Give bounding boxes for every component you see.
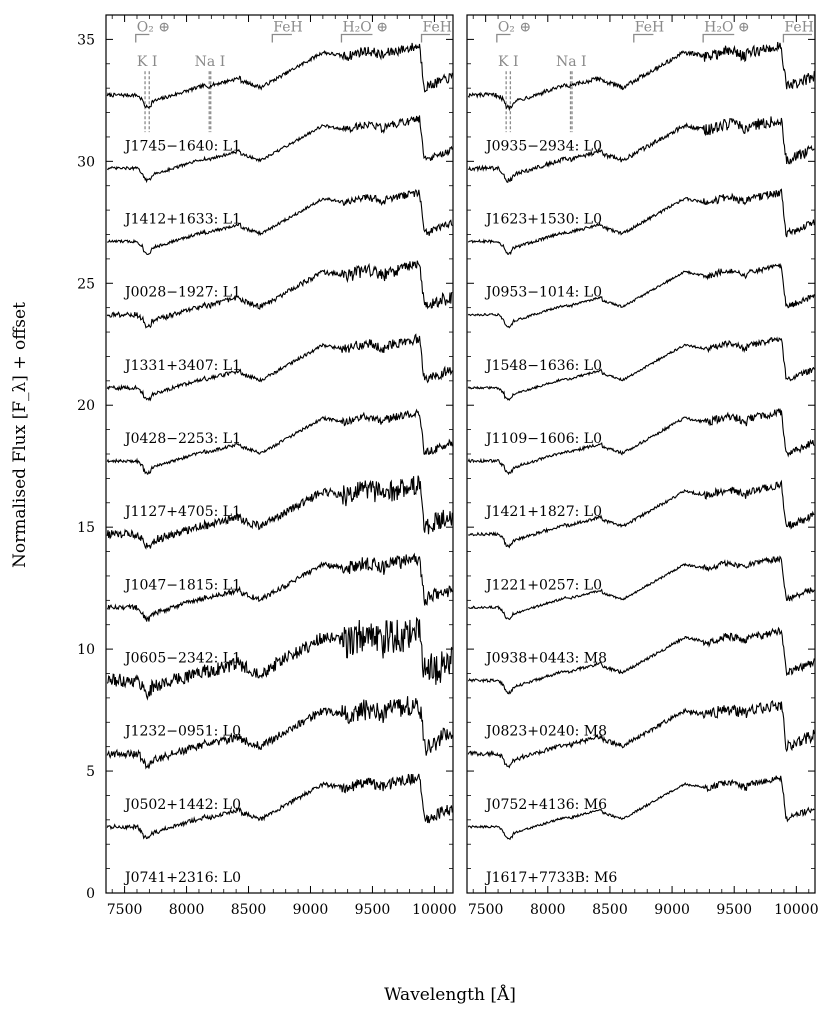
- y-axis-label: Normalised Flux [F_λ] + offset: [10, 302, 30, 568]
- band-label: O₂ ⊕: [137, 20, 170, 36]
- spectrum-line: [467, 408, 815, 476]
- band-label: H₂O ⊕: [704, 20, 749, 36]
- panel-right: 7500 8000 8500 9000 9500 10000 O₂ ⊕ K I Na I FeH H…: [466, 14, 819, 918]
- panel-left: 7500 8000 8500 9000 9500 10000 0 5 10 15 20 25 30 35 O…: [77, 14, 457, 918]
- spectrum-label: J0502+1442: L0: [123, 797, 241, 813]
- spectrum-label: J1617+7733B: M6: [484, 870, 617, 886]
- spectrum-label: J1331+3407: L1: [123, 358, 241, 374]
- spectrum-line: [467, 700, 815, 769]
- spectrum-label: J0741+2316: L0: [123, 870, 241, 886]
- x-tick-label: 8500: [592, 902, 628, 918]
- x-tick-label: 9000: [293, 902, 329, 918]
- x-tick-label: 9500: [716, 902, 752, 918]
- spectrum-line: [106, 475, 453, 550]
- band-marker: [135, 33, 150, 43]
- y-tick-label: 15: [77, 520, 95, 536]
- band-marker: [702, 33, 735, 43]
- spectrum-label: J1412+1633: L1: [123, 212, 241, 228]
- band-marker: [496, 33, 511, 43]
- spectrum-label: J1109−1606: L0: [484, 431, 602, 447]
- x-tick-label: 7500: [107, 902, 143, 918]
- band-marker: [420, 33, 450, 43]
- spectrum-line: [467, 41, 815, 112]
- spectrum-line: [467, 626, 815, 695]
- y-tick-label: 10: [77, 642, 95, 658]
- spectrum-line: [467, 336, 815, 401]
- x-tick-label: 8500: [231, 902, 267, 918]
- y-tick-label: 5: [86, 764, 95, 780]
- band-marker: [633, 33, 654, 43]
- x-axis-label: Wavelength [Å]: [384, 985, 516, 1005]
- line-label: Na I: [195, 54, 226, 70]
- spectrum-line: [106, 696, 453, 770]
- y-tick-label: 0: [86, 886, 95, 902]
- spectrum-line: [467, 262, 815, 329]
- band-marker: [340, 33, 373, 43]
- spectrum-label: J1047−1815: L1: [123, 577, 241, 593]
- spectrum-line: [467, 479, 815, 549]
- spectrum-label: J1221+0257: L0: [484, 577, 602, 593]
- y-tick-label: 20: [77, 398, 95, 414]
- spectrum-line: [106, 115, 453, 184]
- spectrum-label: J0605−2342: L1: [123, 651, 241, 667]
- band-label: FeH: [784, 20, 813, 36]
- x-tick-label: 8000: [530, 902, 566, 918]
- spectrum-label: J0028−1927: L1: [123, 285, 241, 301]
- spectrum-line: [468, 555, 815, 621]
- band-label: H₂O ⊕: [342, 20, 387, 36]
- spectrum-label: J1745−1640: L1: [123, 138, 241, 154]
- spectrum-line: [107, 189, 453, 255]
- x-tick-label: 8000: [169, 902, 205, 918]
- spectrum-label: J0823+0240: M8: [484, 724, 607, 740]
- band-label: O₂ ⊕: [498, 20, 531, 36]
- spectrum-line: [468, 116, 815, 184]
- y-tick-label: 25: [77, 276, 95, 292]
- spectrum-line: [106, 260, 453, 329]
- x-tick-label: 10000: [774, 902, 819, 918]
- band-label: FeH: [273, 20, 302, 36]
- spectrum-label: J0428−2253: L1: [123, 431, 241, 447]
- spectrum-label: J1232−0951: L0: [123, 724, 241, 740]
- spectrum-label: J1421+1827: L0: [484, 504, 602, 520]
- spectrum-line: [106, 552, 453, 622]
- x-tick-label: 9500: [355, 902, 391, 918]
- band-label: FeH: [635, 20, 664, 36]
- x-tick-label: 9000: [654, 902, 690, 918]
- band-marker: [271, 33, 292, 43]
- spectrum-line: [106, 42, 453, 109]
- spectrum-label: J1127+4705: L1: [123, 504, 241, 520]
- spectrum-line: [467, 188, 815, 256]
- line-label: K I: [137, 54, 157, 70]
- line-label: K I: [498, 54, 518, 70]
- spectrum-label: J0935−2934: L0: [484, 138, 602, 154]
- x-tick-label: 10000: [412, 902, 457, 918]
- y-tick-label: 30: [77, 154, 95, 170]
- spectrum-label: J0953−1014: L0: [484, 285, 602, 301]
- spectrum-label: J0938+0443: M8: [484, 651, 607, 667]
- spectrum-line: [106, 333, 453, 402]
- band-marker: [782, 33, 812, 43]
- spectrum-label: J0752+4136: M6: [484, 797, 607, 813]
- y-tick-label: 35: [77, 32, 95, 48]
- band-label: FeH: [423, 20, 452, 36]
- line-label: Na I: [556, 54, 587, 70]
- spectrum-line: [106, 408, 453, 475]
- spectrum-label: J1623+1530: L0: [484, 212, 602, 228]
- spectrum-line: [106, 616, 453, 701]
- spectrum-label: J1548−1636: L0: [484, 358, 602, 374]
- spectrum-line: [467, 775, 815, 841]
- x-tick-label: 7500: [468, 902, 504, 918]
- spectrum-line: [106, 773, 453, 840]
